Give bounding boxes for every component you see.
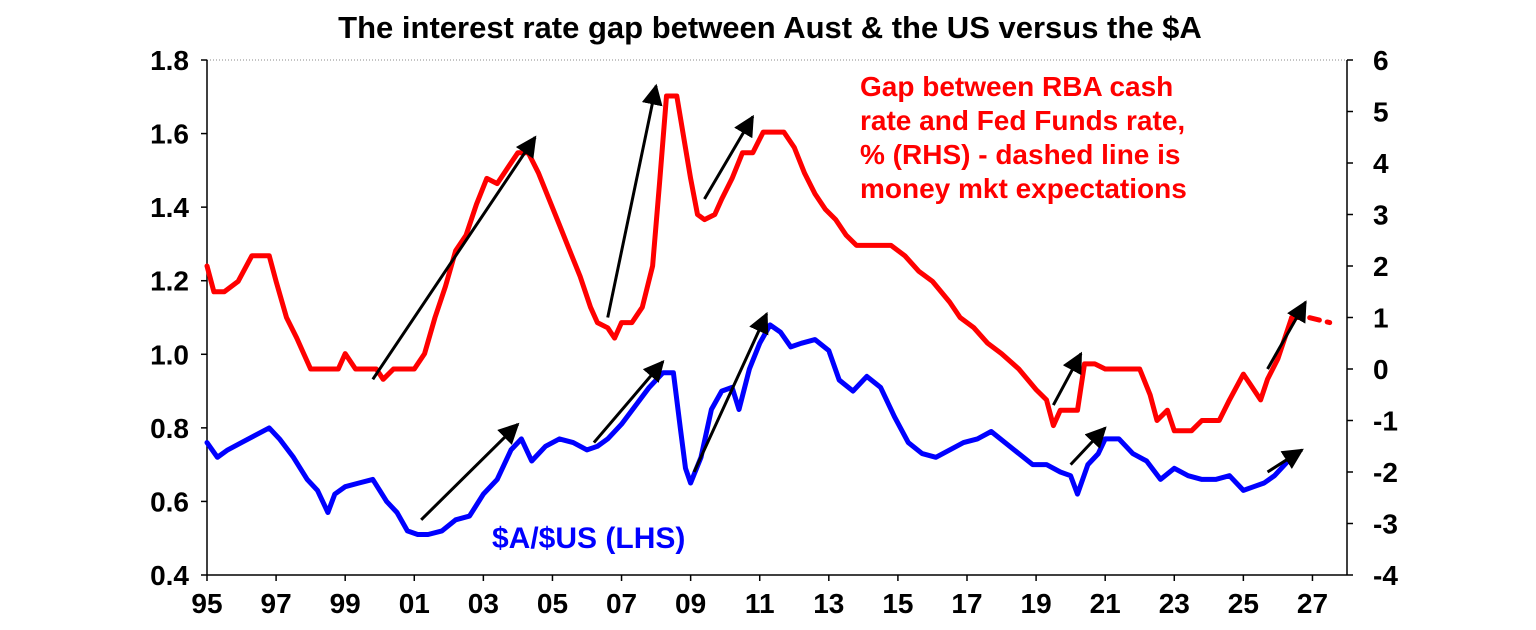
trend-arrow <box>371 135 537 381</box>
left-tick-label: 0.6 <box>150 486 189 517</box>
trend-arrow <box>606 83 663 318</box>
trend-arrow <box>1052 351 1083 406</box>
right-tick-label: -3 <box>1373 509 1398 540</box>
x-tick-label: 25 <box>1228 588 1259 619</box>
trend-arrow <box>420 422 520 521</box>
x-tick-label: 11 <box>745 588 775 619</box>
right-tick-label: -1 <box>1373 406 1398 437</box>
right-tick-label: 0 <box>1373 354 1389 385</box>
trend-arrow <box>1266 300 1307 370</box>
trend-arrow <box>1069 426 1107 466</box>
x-tick-label: 07 <box>606 588 637 619</box>
gap-annotation: Gap between RBA cash rate and Fed Funds … <box>860 71 1187 204</box>
left-tick-label: 1.6 <box>150 119 189 150</box>
chart-title: The interest rate gap between Aust & the… <box>338 10 1202 45</box>
x-tick-label: 95 <box>191 588 222 619</box>
gap-annotation-line-1: Gap between RBA cash <box>860 71 1173 102</box>
trend-arrow <box>703 114 755 200</box>
left-tick-label: 0.8 <box>150 413 189 444</box>
x-tick-label: 23 <box>1159 588 1190 619</box>
series-line-gap <box>204 93 1295 434</box>
trend-arrow <box>692 311 769 473</box>
right-tick-label: -2 <box>1373 457 1398 488</box>
x-tick-label: 03 <box>468 588 499 619</box>
left-tick-label: 1.2 <box>150 266 189 297</box>
x-tick-label: 15 <box>882 588 913 619</box>
aud-annotation: $A/$US (LHS) <box>492 522 685 555</box>
left-tick-label: 0.4 <box>150 560 189 591</box>
x-tick-label: 19 <box>1021 588 1052 619</box>
x-tick-label: 99 <box>330 588 361 619</box>
left-tick-label: 1.0 <box>150 339 189 370</box>
x-tick-label: 17 <box>951 588 982 619</box>
right-tick-label: -4 <box>1373 560 1398 591</box>
left-tick-label: 1.8 <box>150 45 189 76</box>
right-axis-ticks: 6 5 4 3 2 1 0 -1 -2 -3 -4 <box>1347 45 1398 591</box>
gap-annotation-line-2: rate and Fed Funds rate, <box>860 105 1185 136</box>
left-axis-ticks: 1.8 1.6 1.4 1.2 1.0 0.8 0.6 0.4 <box>150 45 207 591</box>
x-tick-label: 05 <box>537 588 568 619</box>
plot-frame <box>206 59 1348 576</box>
series-line-aud <box>204 322 1295 537</box>
left-tick-label: 1.4 <box>150 192 189 223</box>
x-tick-label: 21 <box>1090 588 1121 619</box>
x-tick-label: 27 <box>1297 588 1328 619</box>
right-tick-label: 3 <box>1373 200 1389 231</box>
x-tick-label: 09 <box>675 588 706 619</box>
right-tick-label: 2 <box>1373 251 1389 282</box>
right-tick-label: 4 <box>1373 148 1389 179</box>
x-tick-label: 01 <box>399 588 430 619</box>
right-tick-label: 5 <box>1373 97 1389 128</box>
x-axis-ticks: 95 97 99 01 03 05 07 09 11 13 15 17 19 21 23 25 27 <box>191 575 1328 619</box>
trend-arrow <box>592 360 665 444</box>
right-tick-label: 6 <box>1373 45 1389 76</box>
x-tick-label: 13 <box>813 588 844 619</box>
x-tick-label: 97 <box>261 588 292 619</box>
gap-annotation-line-4: money mkt expectations <box>860 173 1187 204</box>
gap-annotation-line-3: % (RHS) - dashed line is <box>860 139 1181 170</box>
trend-arrows <box>371 83 1307 521</box>
right-tick-label: 1 <box>1373 303 1389 334</box>
trend-arrow <box>1266 448 1304 474</box>
